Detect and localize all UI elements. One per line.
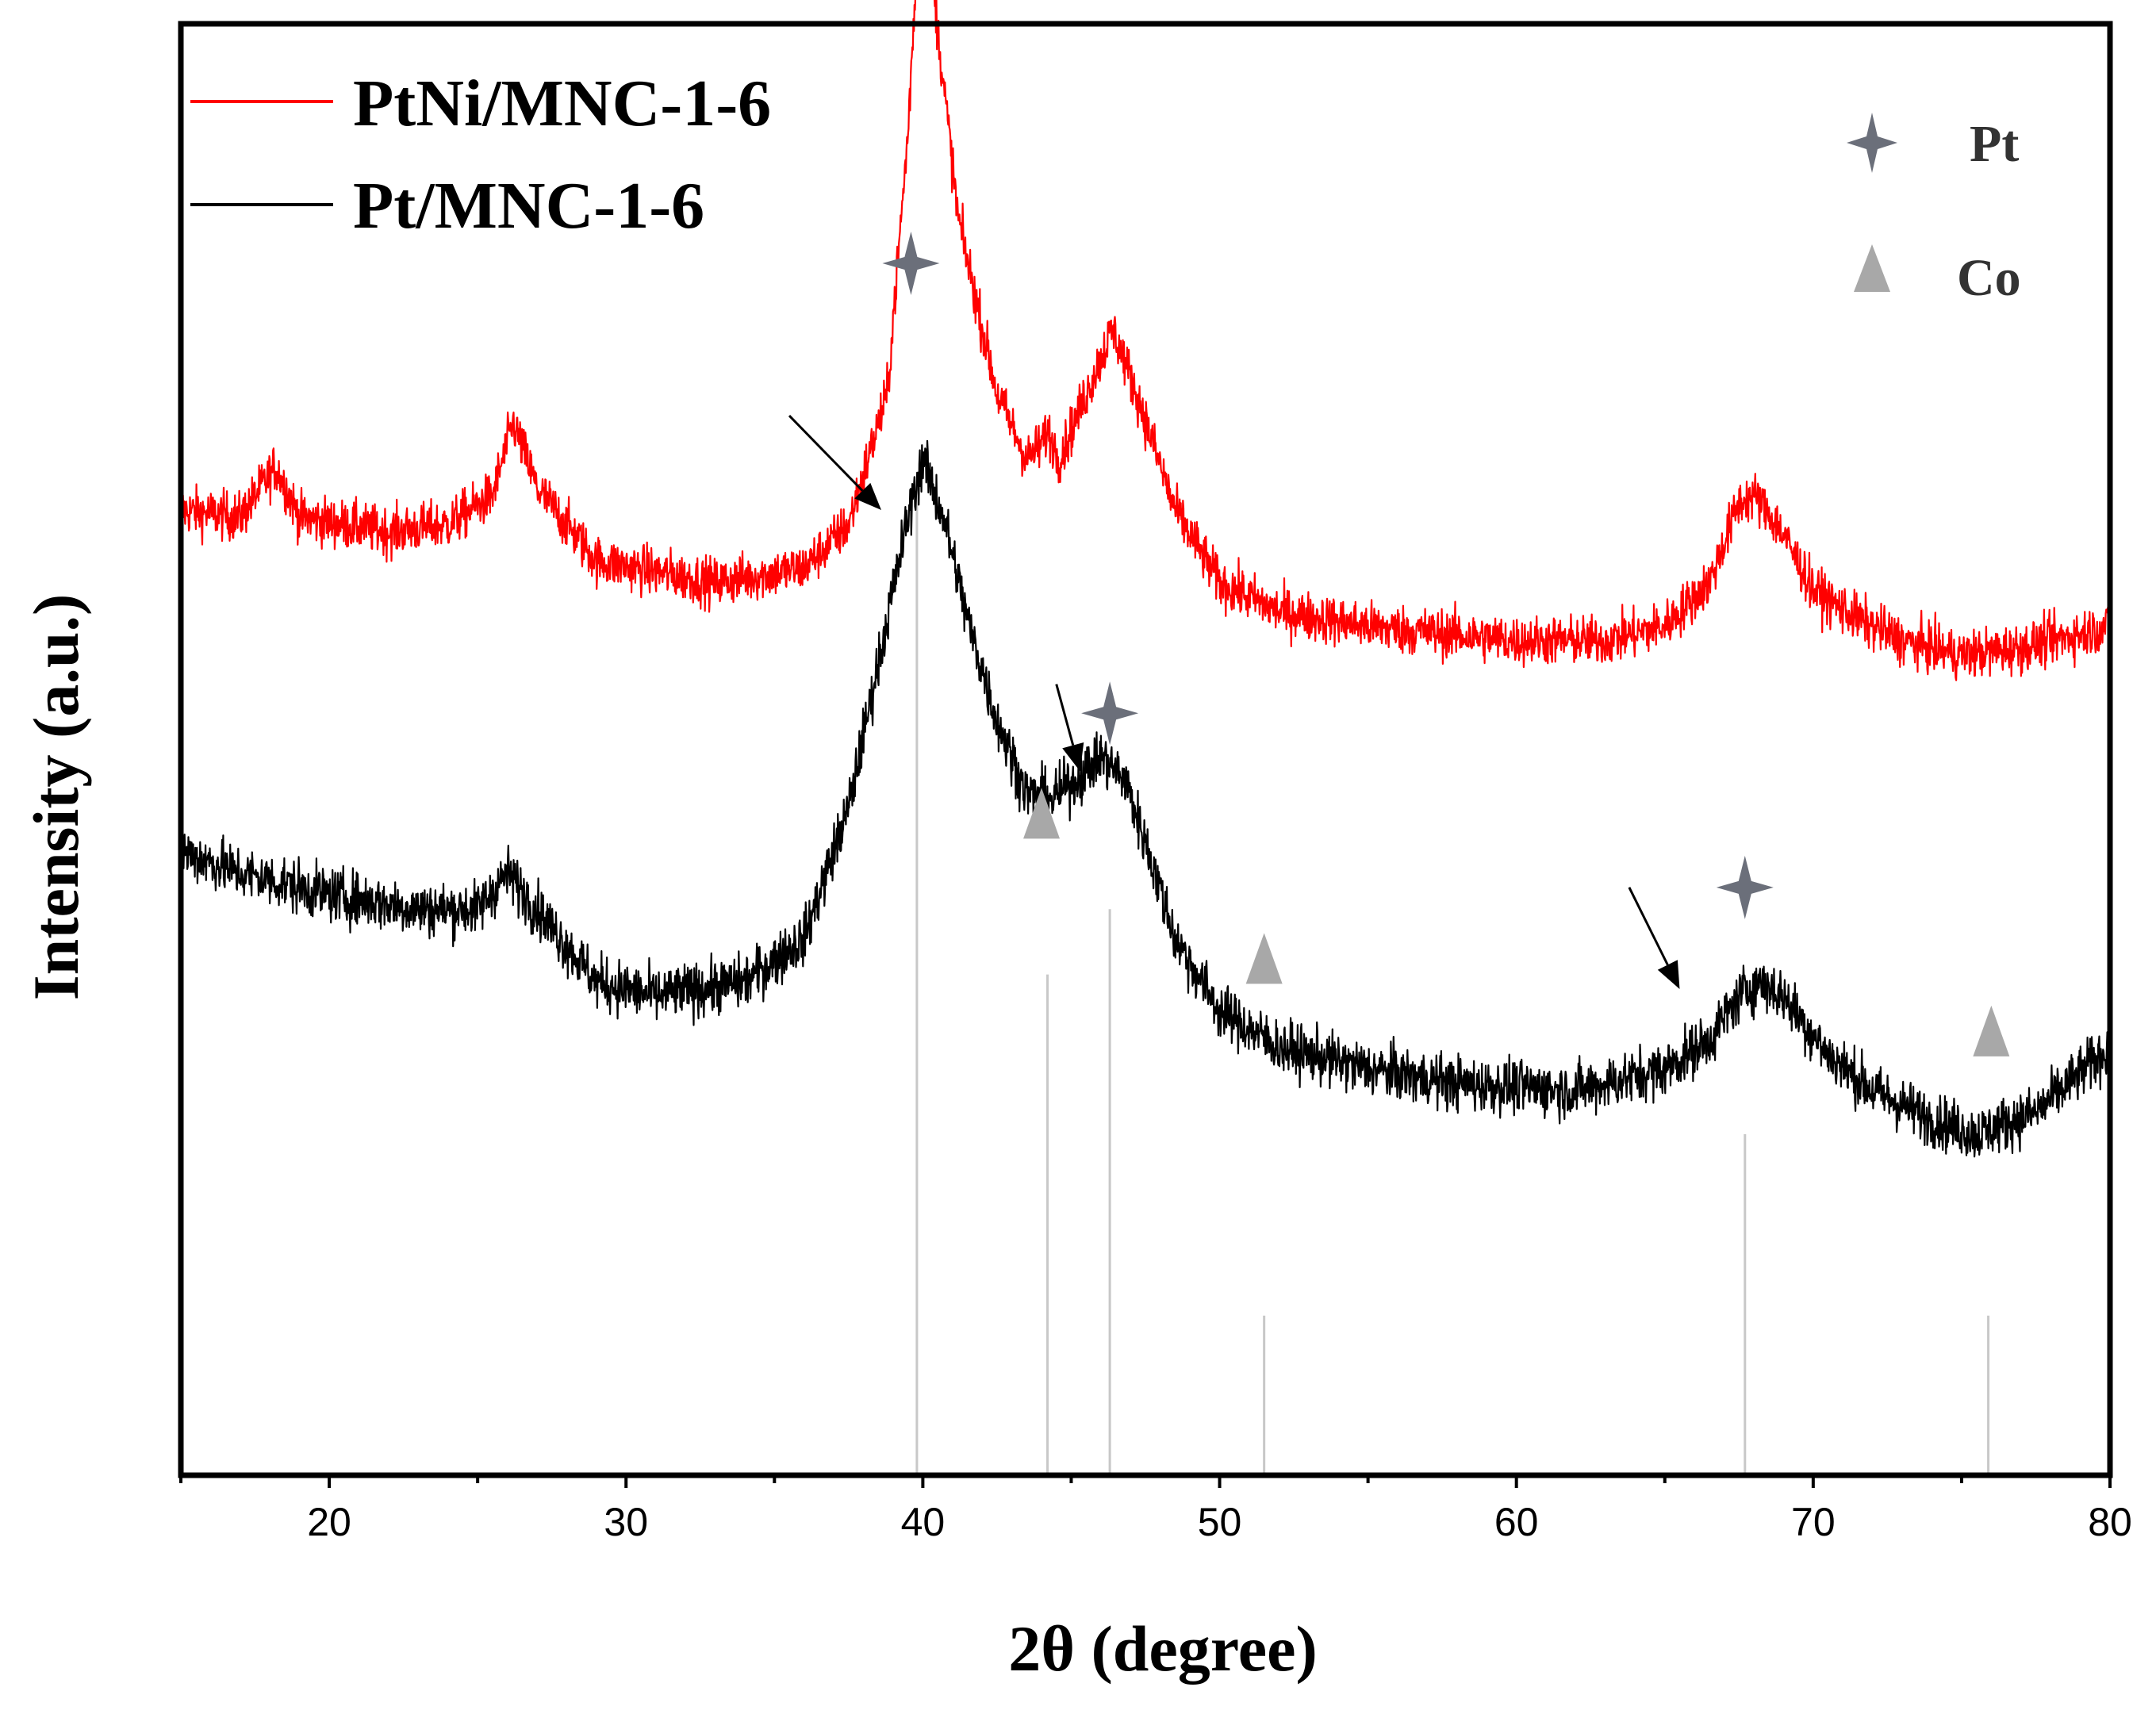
x-tick-label: 70 (1791, 1500, 1836, 1544)
arrow-head-icon (854, 482, 882, 511)
arrow-head-icon (1062, 742, 1084, 772)
arrow-head-icon (1657, 960, 1680, 989)
x-tick-label: 60 (1494, 1500, 1539, 1544)
marker-legend: Pt Co (1847, 113, 2021, 307)
legend-label-pt: Pt/MNC-1-6 (353, 169, 704, 243)
legend-label-ptni: PtNi/MNC-1-6 (353, 67, 771, 140)
arrow-shaft (788, 415, 864, 492)
plot-frame (178, 21, 2113, 1478)
annotation-markers-group (882, 231, 2010, 1056)
pt-star-marker-icon (882, 231, 940, 295)
arrow-shaft (1055, 684, 1075, 746)
reference-lines-group (915, 488, 1990, 1475)
x-axis-title: 2θ (degree) (1008, 1612, 1318, 1685)
y-axis-title: Intensity (a.u.) (20, 594, 92, 1001)
co-triangle-marker-icon (1245, 933, 1283, 984)
legend-star-icon (1847, 113, 1897, 173)
series-line-pt-mnc (179, 439, 2112, 1158)
arrows-group (788, 415, 1680, 989)
co-triangle-marker-icon (1973, 1005, 2010, 1056)
series-line-ptni-mnc (179, 0, 2112, 681)
legend-triangle-icon (1854, 244, 1890, 292)
co-triangle-marker-icon (1023, 788, 1061, 839)
x-tick-label: 40 (901, 1500, 946, 1544)
marker-legend-pt: Pt (1970, 115, 2019, 173)
series-group (179, 0, 2112, 1158)
x-tick-label: 80 (2088, 1500, 2132, 1544)
marker-legend-co: Co (1957, 249, 2021, 307)
x-tick-label: 20 (307, 1500, 351, 1544)
series-legend: PtNi/MNC-1-6 Pt/MNC-1-6 (190, 67, 771, 243)
pt-star-marker-icon (1081, 681, 1139, 746)
x-tick-label: 30 (604, 1500, 648, 1544)
pt-star-marker-icon (1716, 855, 1774, 919)
x-tick-label: 50 (1198, 1500, 1242, 1544)
x-axis: 20 30 40 50 60 70 80 (179, 1475, 2132, 1544)
arrow-shaft (1628, 887, 1669, 966)
